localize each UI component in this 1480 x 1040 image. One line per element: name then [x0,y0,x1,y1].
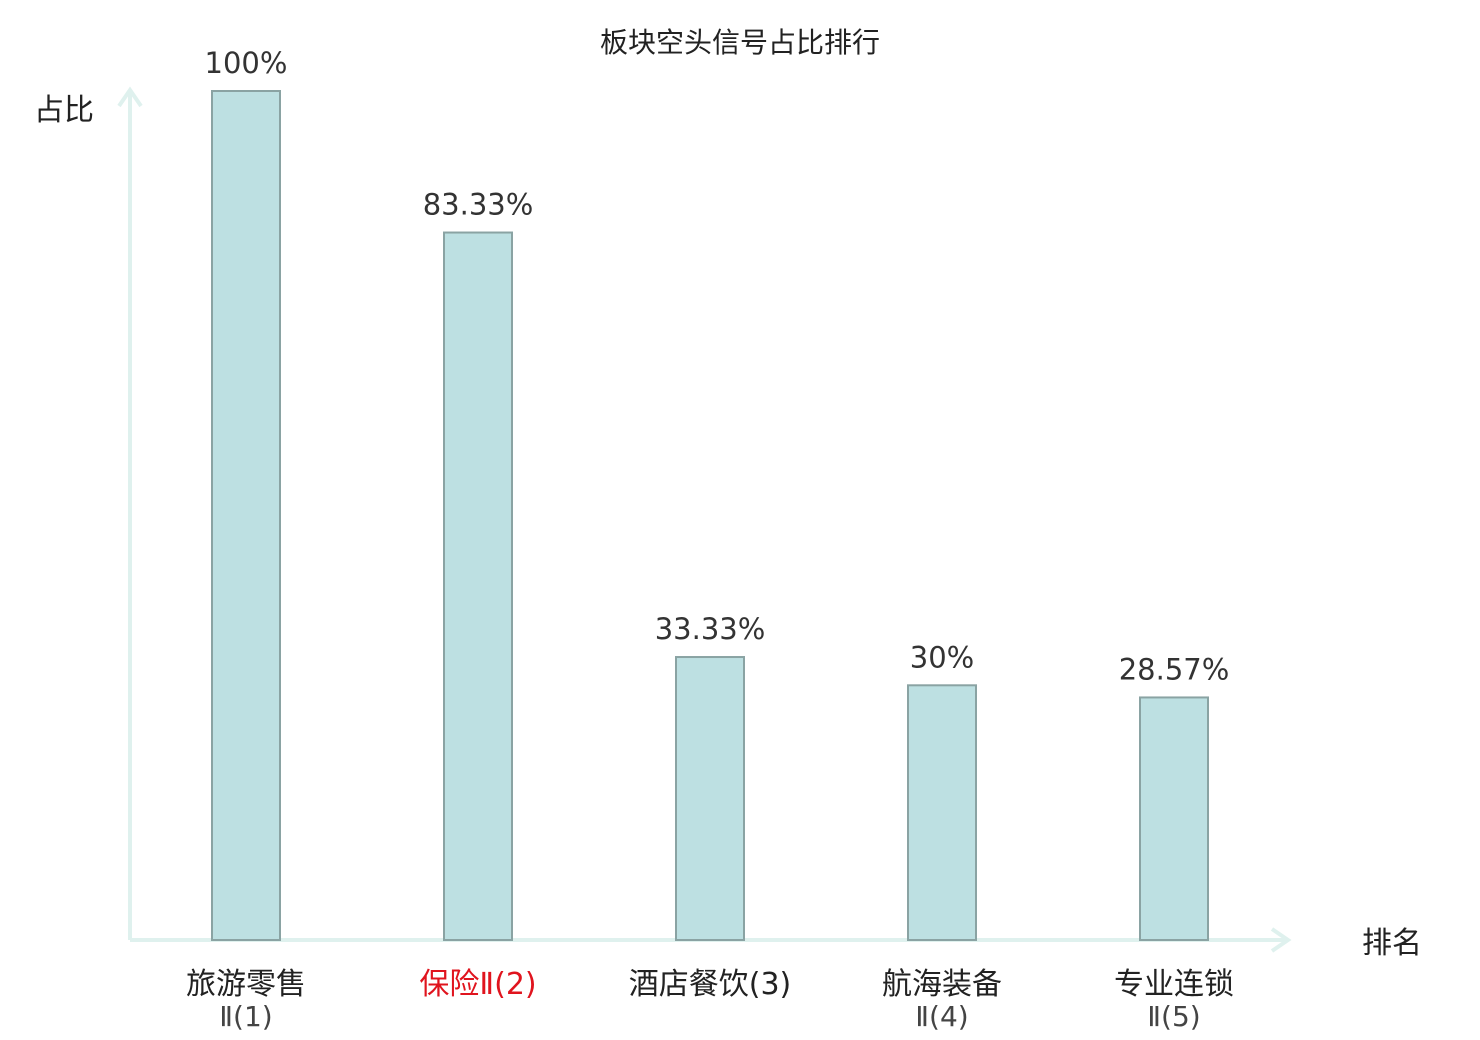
x-axis-label: 排名 [1362,926,1422,961]
bar [675,656,745,942]
category-sublabel: Ⅱ(5) [1147,1000,1200,1033]
bar [211,90,281,941]
category-label: 专业连锁 [1114,967,1234,1002]
category-label: 保险Ⅱ(2) [419,967,536,1002]
value-labels: 100% 83.33% 33.33% 30% 28.57% [205,46,1230,686]
bar [907,684,977,941]
bar [1139,696,1209,941]
category-sublabel: Ⅱ(1) [219,1000,272,1033]
value-label: 30% [910,640,974,674]
value-label: 33.33% [655,612,766,646]
value-label: 100% [205,46,288,80]
y-axis-label: 占比 [34,93,94,128]
category-sublabel: Ⅱ(4) [915,1000,968,1033]
value-label: 83.33% [423,188,534,222]
bars [211,90,1209,942]
category-label: 酒店餐饮(3) [629,967,792,1002]
value-label: 28.57% [1119,652,1230,686]
category-label: 旅游零售 [186,967,306,1002]
x-axis-arrow [1270,927,1292,953]
y-axis-arrow [117,86,143,108]
category-label: 航海装备 [882,967,1002,1002]
bar [443,231,513,941]
chart-title: 板块空头信号占比排行 [600,26,880,59]
